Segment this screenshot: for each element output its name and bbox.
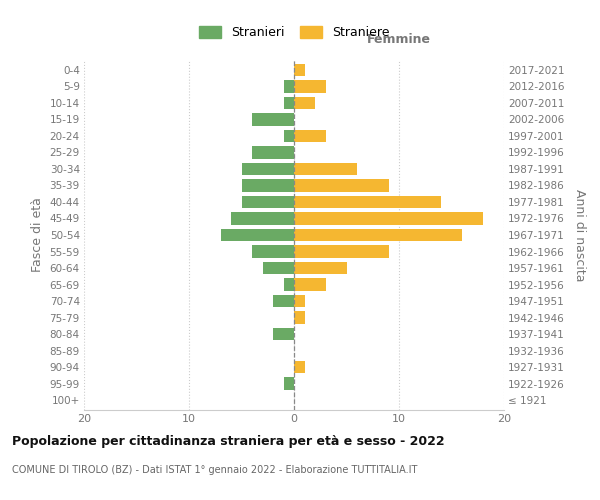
Bar (241, 163, 294, 175)
Bar (273, 328, 294, 340)
Bar (252, 113, 294, 126)
Bar (273, 295, 294, 307)
Bar (284, 130, 294, 142)
Bar (294, 278, 325, 290)
Bar (294, 262, 347, 274)
Bar (294, 361, 305, 374)
Text: Popolazione per cittadinanza straniera per età e sesso - 2022: Popolazione per cittadinanza straniera p… (12, 435, 445, 448)
Bar (284, 378, 294, 390)
Bar (284, 96, 294, 109)
Bar (221, 229, 294, 241)
Bar (294, 130, 325, 142)
Bar (284, 278, 294, 290)
Bar (294, 96, 315, 109)
Bar (231, 212, 294, 224)
Bar (252, 246, 294, 258)
Bar (241, 180, 294, 192)
Bar (241, 196, 294, 208)
Legend: Stranieri, Straniere: Stranieri, Straniere (193, 21, 395, 44)
Bar (294, 295, 305, 307)
Y-axis label: Fasce di età: Fasce di età (31, 198, 44, 272)
Bar (294, 80, 325, 92)
Y-axis label: Anni di nascita: Anni di nascita (573, 188, 586, 281)
Bar (252, 146, 294, 158)
Bar (294, 196, 441, 208)
Bar (284, 80, 294, 92)
Bar (263, 262, 294, 274)
Bar (294, 246, 389, 258)
Bar (294, 229, 462, 241)
Bar (294, 212, 483, 224)
Bar (294, 312, 305, 324)
Text: Femmine: Femmine (367, 33, 431, 46)
Bar (294, 64, 305, 76)
Text: COMUNE DI TIROLO (BZ) - Dati ISTAT 1° gennaio 2022 - Elaborazione TUTTITALIA.IT: COMUNE DI TIROLO (BZ) - Dati ISTAT 1° ge… (12, 465, 418, 475)
Bar (294, 180, 389, 192)
Bar (294, 163, 357, 175)
